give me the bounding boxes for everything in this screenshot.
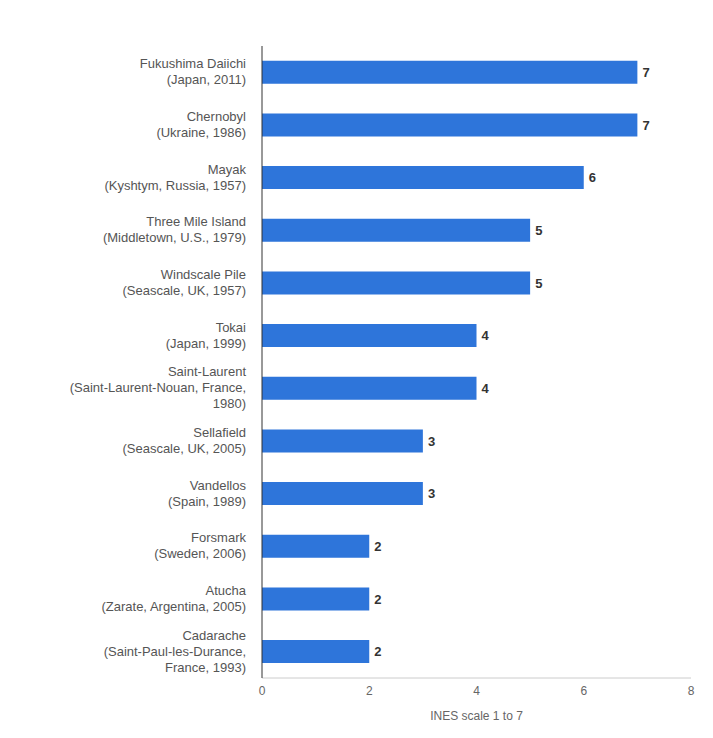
svg-text:2: 2	[366, 684, 373, 698]
svg-text:6: 6	[589, 170, 596, 185]
svg-text:3: 3	[428, 434, 435, 449]
svg-text:Three Mile Island(Middletown,: Three Mile Island(Middletown, U.S., 1979…	[103, 214, 246, 245]
svg-text:Cadarache(Saint-Paul-les-Duran: Cadarache(Saint-Paul-les-Durance,France,…	[104, 628, 246, 675]
svg-text:2: 2	[374, 644, 381, 659]
svg-text:4: 4	[473, 684, 480, 698]
svg-text:Mayak(Kyshtym, Russia, 1957): Mayak(Kyshtym, Russia, 1957)	[104, 162, 246, 193]
svg-text:Fukushima Daiichi(Japan, 2011): Fukushima Daiichi(Japan, 2011)	[140, 56, 246, 87]
svg-text:2: 2	[374, 539, 381, 554]
svg-text:Atucha(Zarate, Argentina, 2005: Atucha(Zarate, Argentina, 2005)	[101, 583, 246, 614]
svg-text:4: 4	[482, 381, 490, 396]
svg-text:Windscale Pile(Seascale, UK, 1: Windscale Pile(Seascale, UK, 1957)	[122, 267, 246, 298]
svg-text:0: 0	[259, 684, 266, 698]
svg-text:Sellafield(Seascale, UK, 2005): Sellafield(Seascale, UK, 2005)	[122, 425, 246, 456]
svg-text:Tokai(Japan, 1999): Tokai(Japan, 1999)	[166, 320, 246, 351]
svg-text:7: 7	[642, 118, 649, 133]
svg-text:Forsmark(Sweden, 2006): Forsmark(Sweden, 2006)	[154, 530, 246, 561]
svg-text:5: 5	[535, 276, 542, 291]
svg-text:6: 6	[580, 684, 587, 698]
svg-text:Saint-Laurent(Saint-Laurent-No: Saint-Laurent(Saint-Laurent-Nouan, Franc…	[70, 364, 247, 411]
svg-text:5: 5	[535, 223, 542, 238]
svg-text:8: 8	[688, 684, 695, 698]
svg-text:2: 2	[374, 592, 381, 607]
svg-text:7: 7	[642, 65, 649, 80]
svg-text:INES scale 1 to 7: INES scale 1 to 7	[430, 709, 523, 723]
svg-text:Chernobyl(Ukraine, 1986): Chernobyl(Ukraine, 1986)	[156, 109, 246, 140]
svg-text:4: 4	[482, 328, 490, 343]
svg-text:3: 3	[428, 486, 435, 501]
svg-text:Vandellos(Spain, 1989): Vandellos(Spain, 1989)	[168, 478, 247, 509]
